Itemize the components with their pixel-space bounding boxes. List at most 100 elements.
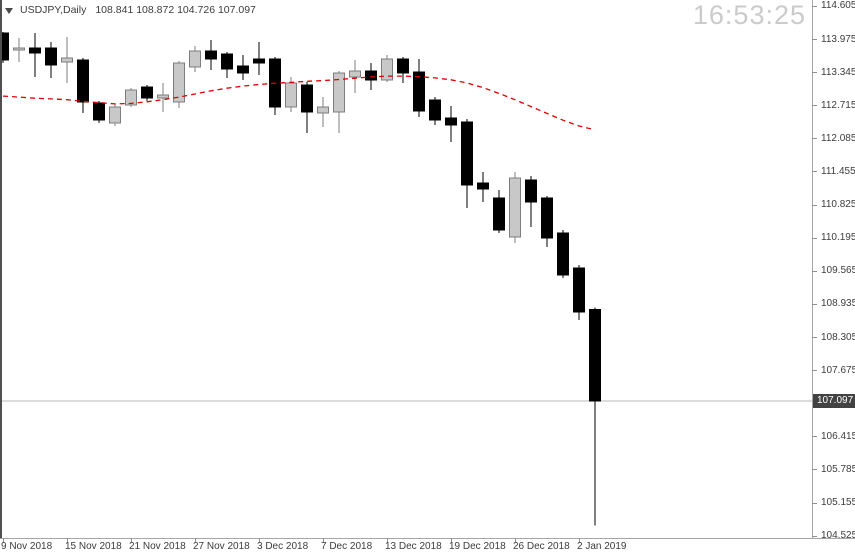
candle (125, 88, 137, 108)
candle-body (525, 179, 537, 203)
price-axis-label: 112.715 (821, 99, 855, 111)
candle-body (477, 182, 489, 190)
candle (45, 42, 57, 78)
price-axis-label: 104.525 (821, 530, 855, 542)
price-axis-label: 106.415 (821, 430, 855, 442)
candle (269, 57, 281, 116)
candle (333, 70, 345, 133)
candle-body (61, 57, 73, 63)
candle-body (397, 58, 409, 74)
candle-body (125, 89, 137, 106)
time-axis-tick (323, 538, 324, 543)
current-price-label: 107.097 (817, 395, 854, 406)
candle-body (237, 65, 249, 74)
time-axis-tick (67, 538, 68, 543)
price-axis-tick (812, 303, 817, 305)
candle-body (141, 86, 153, 99)
price-axis-label: 110.825 (821, 199, 855, 211)
moving-average-line (2, 75, 596, 131)
candle-body (493, 197, 505, 231)
candle (141, 85, 153, 101)
candle (0, 31, 9, 63)
candle-body (333, 72, 345, 113)
price-axis-label: 105.155 (821, 497, 855, 509)
price-axis-tick (812, 72, 817, 74)
price-axis-tick (812, 370, 817, 372)
candle-body (253, 58, 265, 64)
candle (429, 96, 441, 126)
candle (61, 37, 73, 83)
candle (221, 52, 233, 78)
price-axis-label: 111.455 (821, 165, 855, 177)
candle (397, 57, 409, 83)
candle-body (589, 308, 601, 402)
price-axis-label: 112.085 (821, 132, 855, 144)
price-axis-label: 113.345 (821, 66, 855, 78)
price-axis-tick (812, 270, 817, 272)
candle-body (29, 47, 41, 54)
price-axis-tick (812, 39, 817, 41)
time-axis-label: 15 Nov 2018 (65, 541, 122, 552)
candle-body (157, 94, 169, 99)
candle (109, 104, 121, 127)
candle (157, 82, 169, 113)
time-axis-label: 19 Dec 2018 (449, 541, 506, 552)
price-axis-tick (812, 469, 817, 471)
time-axis-tick (451, 538, 452, 543)
collapse-chart-icon[interactable] (5, 7, 13, 14)
candle (493, 190, 505, 233)
candle-body (349, 70, 361, 78)
candle-body (317, 106, 329, 114)
price-axis-label: 105.785 (821, 463, 855, 475)
chart-legend: USDJPY,Daily 108.841 108.872 104.726 107… (5, 4, 256, 16)
price-axis-label: 108.305 (821, 331, 855, 343)
candle (477, 171, 489, 202)
price-axis-tick (812, 237, 817, 239)
time-axis-tick (195, 538, 196, 543)
server-clock: 16:53:25 (692, 0, 806, 30)
time-axis-tick (3, 538, 4, 543)
candle-body (445, 117, 457, 126)
time-axis-label: 9 Nov 2018 (1, 541, 53, 552)
candle (573, 265, 585, 321)
time-axis-label: 7 Dec 2018 (321, 541, 373, 552)
candle-body (573, 267, 585, 313)
time-axis-tick (579, 538, 580, 543)
price-axis-label: 108.935 (821, 298, 855, 310)
candle-body (365, 70, 377, 81)
price-axis-label: 114.605 (821, 0, 855, 12)
candle (509, 171, 521, 243)
candle (445, 106, 457, 143)
price-axis-label: 110.195 (821, 232, 855, 244)
candle (253, 42, 265, 75)
price-axis-tick (812, 204, 817, 206)
price-axis-tick (812, 105, 817, 107)
time-axis-tick (515, 538, 516, 543)
candle-body (189, 50, 201, 68)
candle-body (173, 62, 185, 103)
price-axis-separator (812, 0, 813, 538)
candle-body (541, 197, 553, 239)
candle (541, 196, 553, 247)
time-axis-label: 21 Nov 2018 (129, 541, 186, 552)
chart-left-border (0, 0, 2, 538)
candle (317, 96, 329, 128)
candle-body (429, 99, 441, 121)
candle-body (0, 32, 9, 61)
price-axis-tick (812, 138, 817, 140)
candle (29, 32, 41, 77)
chart-title: USDJPY,Daily (20, 4, 87, 16)
candle-body (205, 50, 217, 60)
candle-body (45, 47, 57, 66)
time-axis-label: 2 Jan 2019 (577, 541, 627, 552)
chart-ohlc-values: 108.841 108.872 104.726 107.097 (95, 4, 256, 16)
time-axis-tick (131, 538, 132, 543)
candlestick-chart[interactable] (0, 0, 812, 538)
price-axis-label: 109.565 (821, 265, 855, 277)
price-axis-tick (812, 171, 817, 173)
candle-body (93, 102, 105, 121)
candle (349, 60, 361, 94)
candle (237, 55, 249, 80)
candle (381, 55, 393, 82)
